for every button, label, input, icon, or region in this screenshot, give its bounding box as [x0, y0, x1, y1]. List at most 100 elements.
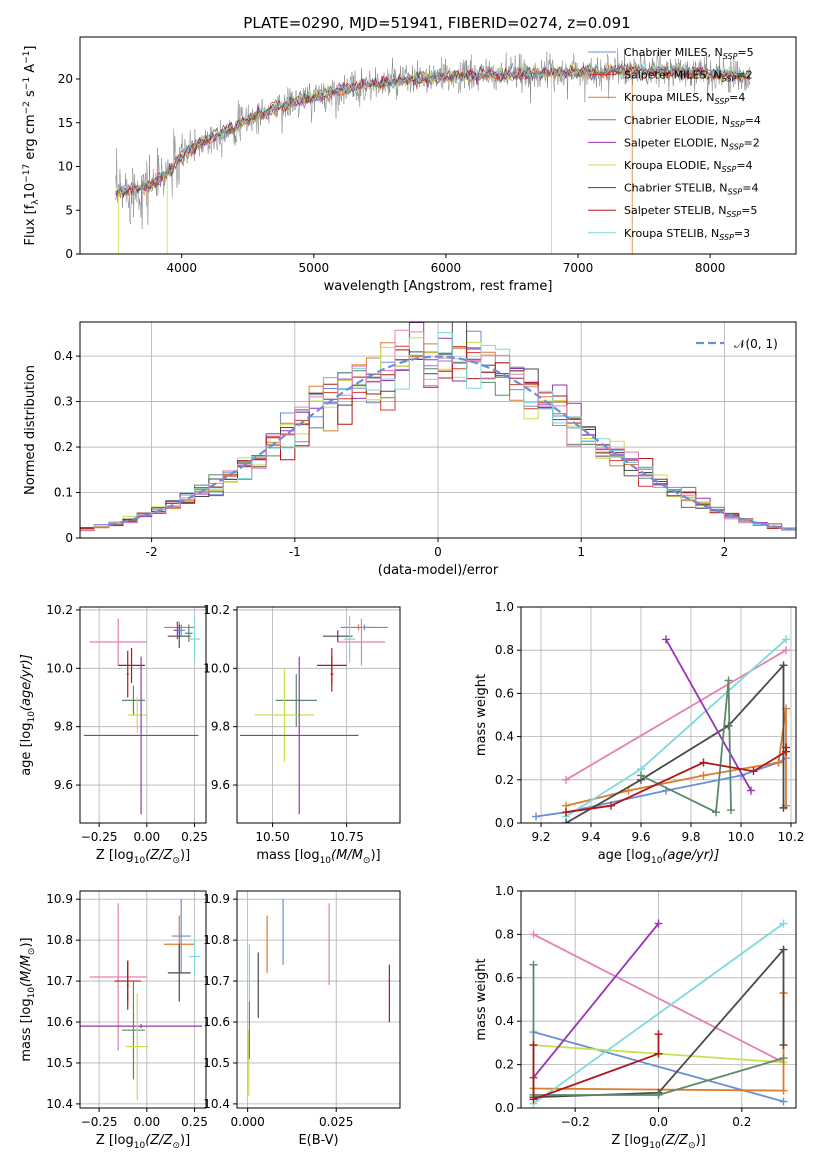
- weight-marker-salp_stelib: [529, 1095, 538, 1104]
- x-tick-label: 8000: [695, 261, 726, 275]
- figure-title: PLATE=0290, MJD=51941, FIBERID=0274, z=0…: [243, 14, 630, 32]
- weight-marker-chab_miles: [532, 812, 540, 821]
- y-tick-label: 0.0: [495, 816, 514, 830]
- y-tick-label: 10.8: [203, 933, 230, 947]
- legend-label: Kroupa STELIB, NSSP=3: [624, 227, 750, 242]
- y-tick-label: 20: [58, 72, 73, 86]
- weight-marker-chab_stelib: [779, 661, 788, 670]
- y-tick-label: 0.2: [495, 1058, 514, 1072]
- weight-line-chab_miles: [535, 757, 787, 818]
- weight-marker-chab_elodie: [727, 806, 735, 815]
- y-tick-label: 10.5: [203, 1056, 230, 1070]
- legend-label: Chabrier STELIB, NSSP=4: [624, 182, 758, 197]
- x-axis-label: age [log10(age/yr)]: [598, 848, 720, 866]
- age_vs_Z-plot-area: [83, 615, 201, 815]
- weight-marker-salp_elodie: [654, 919, 663, 928]
- x-tick-label: 9.6: [631, 830, 650, 844]
- y-tick-label: 10.0: [203, 661, 230, 675]
- y-axis-label: Normed distribution: [23, 365, 38, 495]
- mass_vs_Z-panel: −0.25 0.00 0.25 10.4 10.5 10.6 10.7 10.8 10.9 Z […: [19, 890, 208, 1151]
- y-tick-label: 0: [65, 247, 73, 261]
- axes-frame: [79, 890, 207, 1109]
- weight-marker-krou_stelib: [779, 919, 788, 928]
- x-tick-label: 0.25: [181, 830, 208, 844]
- weight-marker-chab_stelib: [779, 1041, 788, 1050]
- x-tick-label: −0.25: [81, 830, 118, 844]
- weight-line-salp_elodie: [532, 922, 660, 1079]
- x-tick-label: -2: [146, 545, 158, 559]
- x-tick-label: 10.75: [329, 830, 363, 844]
- spectrum-plot-area: [115, 48, 751, 254]
- y-axis-label: mass weight: [474, 674, 489, 756]
- x-axis-label: wavelength [Angstrom, rest frame]: [324, 279, 553, 294]
- y-tick-label: 0.1: [54, 486, 73, 500]
- y-tick-label: 10: [58, 160, 73, 174]
- y-tick-label: 9.6: [211, 778, 230, 792]
- y-tick-label: 10.2: [46, 603, 73, 617]
- x-tick-label: 5000: [299, 261, 330, 275]
- weight-line-chab_elodie: [532, 964, 784, 1096]
- x-axis-label: Z [log10(Z/Z⊙)]: [96, 848, 190, 866]
- x-tick-label: 1: [577, 545, 585, 559]
- legend-label: Salpeter MILES, NSSP=2: [624, 69, 753, 84]
- weight-marker-chab_stelib: [562, 819, 570, 823]
- y-tick-label: 9.8: [54, 720, 73, 734]
- y-tick-label: 0.4: [495, 1014, 514, 1028]
- y-tick-label: 10.7: [203, 974, 230, 988]
- weight-marker-chab_elodie: [724, 676, 733, 685]
- x-tick-label: 10.2: [778, 830, 805, 844]
- spectrum-panel: 4000 5000 6000 7000 8000 0 5 10 15 20 wavelength […: [22, 36, 797, 294]
- weight-marker-pink: [562, 775, 570, 784]
- weight-marker-salp_stelib: [699, 758, 708, 767]
- age_vs_Z-panel: −0.25 0.00 0.25 9.6 9.8 10.0 10.2 Z [log10(Z/Z⊙…: [19, 603, 208, 866]
- y-tick-label: 9.6: [54, 778, 73, 792]
- x-axis-label: E(B-V): [298, 1133, 338, 1148]
- x-tick-label: −0.2: [561, 1115, 590, 1129]
- weight-marker-chab_stelib: [779, 803, 788, 812]
- y-tick-label: 10.9: [46, 892, 73, 906]
- weight-marker-salp_elodie: [747, 786, 755, 795]
- axes-frame: [79, 36, 797, 255]
- x-tick-label: 9.4: [581, 830, 600, 844]
- weight-marker-krou_miles: [699, 771, 708, 780]
- y-tick-label: 10.0: [46, 661, 73, 675]
- x-tick-label: 9.8: [681, 830, 700, 844]
- y-tick-label: 10.4: [203, 1097, 230, 1111]
- x-tick-label: 4000: [166, 261, 197, 275]
- x-axis-label: mass [log10(M/M⊙)]: [256, 848, 380, 866]
- gaussian-curve: [108, 355, 796, 532]
- weight-marker-chab_miles: [779, 1097, 788, 1106]
- weight-marker-krou_miles: [774, 758, 783, 767]
- legend-label: Chabrier ELODIE, NSSP=4: [624, 114, 761, 129]
- weight-marker-pink: [782, 646, 790, 655]
- weight-marker-pink: [529, 930, 538, 939]
- residuals-plot-area: [80, 322, 796, 532]
- x-tick-label: 0.00: [133, 830, 160, 844]
- y-tick-label: 10.6: [203, 1015, 230, 1029]
- x-tick-label: 7000: [563, 261, 594, 275]
- y-tick-label: 1.0: [495, 884, 514, 898]
- weight-marker-salp_stelib: [607, 801, 615, 810]
- weight-marker-chab_elodie: [654, 1090, 663, 1099]
- weight-line-chab_elodie: [640, 680, 732, 814]
- model-spectrum-salp_miles: [115, 63, 751, 198]
- weight_vs_Z-plot-area: [529, 919, 788, 1108]
- y-axis-label: age [log10(age/yr)]: [19, 654, 37, 776]
- y-tick-label: 0.4: [54, 349, 73, 363]
- y-axis-label: Flux [fλ10−17 erg cm−2 s−1 A−1]: [22, 46, 41, 246]
- y-tick-label: 9.8: [211, 720, 230, 734]
- y-tick-label: 10.9: [203, 892, 230, 906]
- weight-line-pink: [533, 933, 784, 1064]
- weight_vs_Z-panel: −0.2 0.0 0.2 0.0 0.2 0.4 0.6 0.8 1.0 Z [log10(Z/Z…: [474, 884, 797, 1151]
- y-tick-label: 5: [65, 203, 73, 217]
- x-tick-label: 0: [434, 545, 442, 559]
- x-tick-label: 0.00: [133, 1115, 160, 1129]
- x-tick-label: 0.2: [732, 1115, 751, 1129]
- y-tick-label: 0.8: [495, 927, 514, 941]
- y-tick-label: 15: [58, 116, 73, 130]
- model-spectrum-chab_stelib: [115, 63, 751, 199]
- weight-marker-chab_elodie: [637, 771, 645, 780]
- y-tick-label: 0.4: [495, 730, 514, 744]
- x-tick-label: 2: [721, 545, 729, 559]
